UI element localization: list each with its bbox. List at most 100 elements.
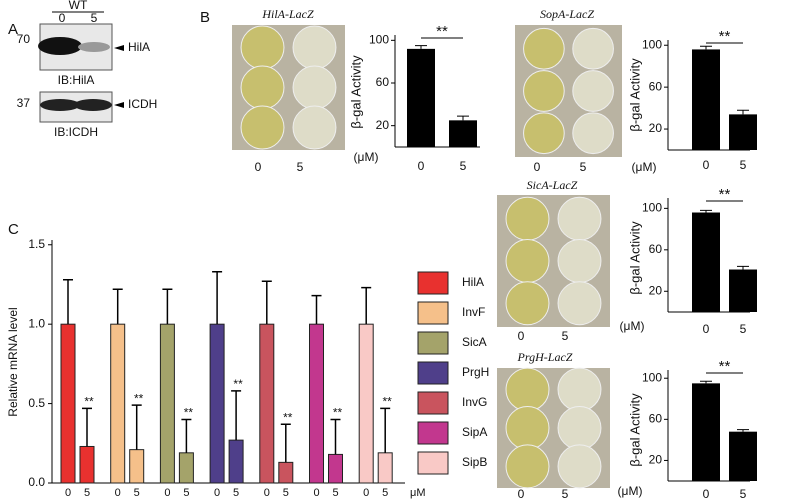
bar [729, 114, 757, 150]
error-bar [737, 265, 749, 270]
unit-label: (μM) [632, 160, 657, 174]
significance: ** [719, 186, 731, 203]
well [240, 65, 285, 110]
band [40, 99, 80, 111]
error-bar [700, 380, 712, 384]
significance: ** [184, 406, 194, 420]
y-tick-label: 20 [649, 121, 663, 135]
y-tick-label: 100 [642, 370, 662, 384]
y-tick-label: 100 [642, 201, 662, 215]
well [505, 196, 550, 241]
plate-title: HilA-LacZ [261, 7, 314, 21]
well [505, 281, 550, 326]
x-tick-label: 0 [363, 487, 369, 499]
well [505, 367, 550, 412]
well [240, 25, 285, 70]
band [74, 99, 112, 111]
legend-swatch [417, 391, 449, 415]
x-tick-label: 0 [264, 487, 270, 499]
y-axis-label: β-gal Activity [627, 221, 642, 295]
bar [692, 49, 720, 150]
well [557, 367, 602, 412]
x-tick-label: 0 [65, 487, 71, 499]
x-tick-label: 0 [703, 158, 710, 172]
plate-title: SopA-LacZ [540, 7, 594, 21]
legend-label: SipA [462, 425, 487, 439]
bar [259, 323, 275, 484]
well [557, 196, 602, 241]
bar [60, 323, 76, 484]
x-tick-label: 0 [703, 487, 710, 501]
x-tick-label: 5 [183, 487, 189, 499]
error-bar [737, 429, 749, 432]
legend-swatch [417, 361, 449, 385]
y-tick-label: 0.0 [28, 475, 45, 489]
panel-label: C [8, 221, 19, 238]
bar [228, 439, 244, 484]
well [292, 65, 337, 110]
well [523, 70, 565, 112]
error-bar [131, 404, 142, 450]
well [572, 27, 614, 70]
y-tick-label: 60 [649, 242, 663, 256]
well [523, 27, 565, 70]
y-axis-label: β-gal Activity [627, 393, 642, 467]
well [572, 112, 614, 155]
significance: ** [84, 395, 94, 409]
error-bar [361, 286, 372, 325]
plate-label: 0 [518, 487, 525, 501]
x-tick-label: 5 [84, 487, 90, 499]
y-tick-label: 1.5 [28, 237, 45, 251]
x-tick-label: 5 [382, 487, 388, 499]
bar [328, 453, 343, 484]
legend-label: InvG [462, 395, 487, 409]
error-bar [112, 288, 123, 325]
bar [449, 120, 477, 147]
plate-label: 5 [562, 487, 569, 501]
x-tick-label: 0 [115, 487, 121, 499]
y-tick-label: 100 [642, 37, 662, 51]
bar [79, 445, 95, 484]
well [505, 239, 550, 283]
error-bar [700, 45, 712, 50]
y-tick-label: 0.5 [28, 396, 45, 410]
well [557, 406, 602, 450]
error-bar [415, 45, 427, 49]
x-tick-label: 5 [740, 322, 747, 336]
bar [178, 452, 194, 484]
x-tick-label: 5 [740, 487, 747, 501]
significance: ** [233, 377, 243, 391]
error-bar [330, 418, 341, 455]
band [78, 42, 110, 52]
marker: 37 [17, 96, 31, 110]
x-tick-label: 0 [703, 322, 710, 336]
y-tick-label: 100 [369, 33, 389, 47]
well [505, 406, 550, 450]
y-tick-label: 60 [649, 412, 663, 426]
x-tick-label: 0 [214, 487, 220, 499]
well [572, 70, 614, 112]
lane-label: 5 [91, 11, 98, 25]
well [292, 105, 337, 150]
error-bar [311, 294, 322, 325]
unit-label: (μM) [620, 319, 645, 333]
legend-label: SicA [462, 335, 487, 349]
band [38, 37, 82, 55]
significance: ** [719, 358, 731, 375]
unit-label: (μM) [354, 150, 379, 164]
band-label: HilA [128, 40, 150, 54]
error-bar [280, 423, 291, 463]
plate-label: 5 [297, 160, 304, 174]
plate-label: 5 [562, 329, 569, 343]
bar [407, 48, 435, 147]
error-bar [380, 407, 391, 453]
bar [358, 323, 374, 484]
legend-label: InvF [462, 305, 485, 319]
bar [129, 449, 145, 484]
significance: ** [134, 391, 144, 405]
x-tick-label: 0 [313, 487, 319, 499]
bar [729, 431, 757, 481]
well [557, 444, 602, 489]
error-bar [261, 280, 272, 325]
